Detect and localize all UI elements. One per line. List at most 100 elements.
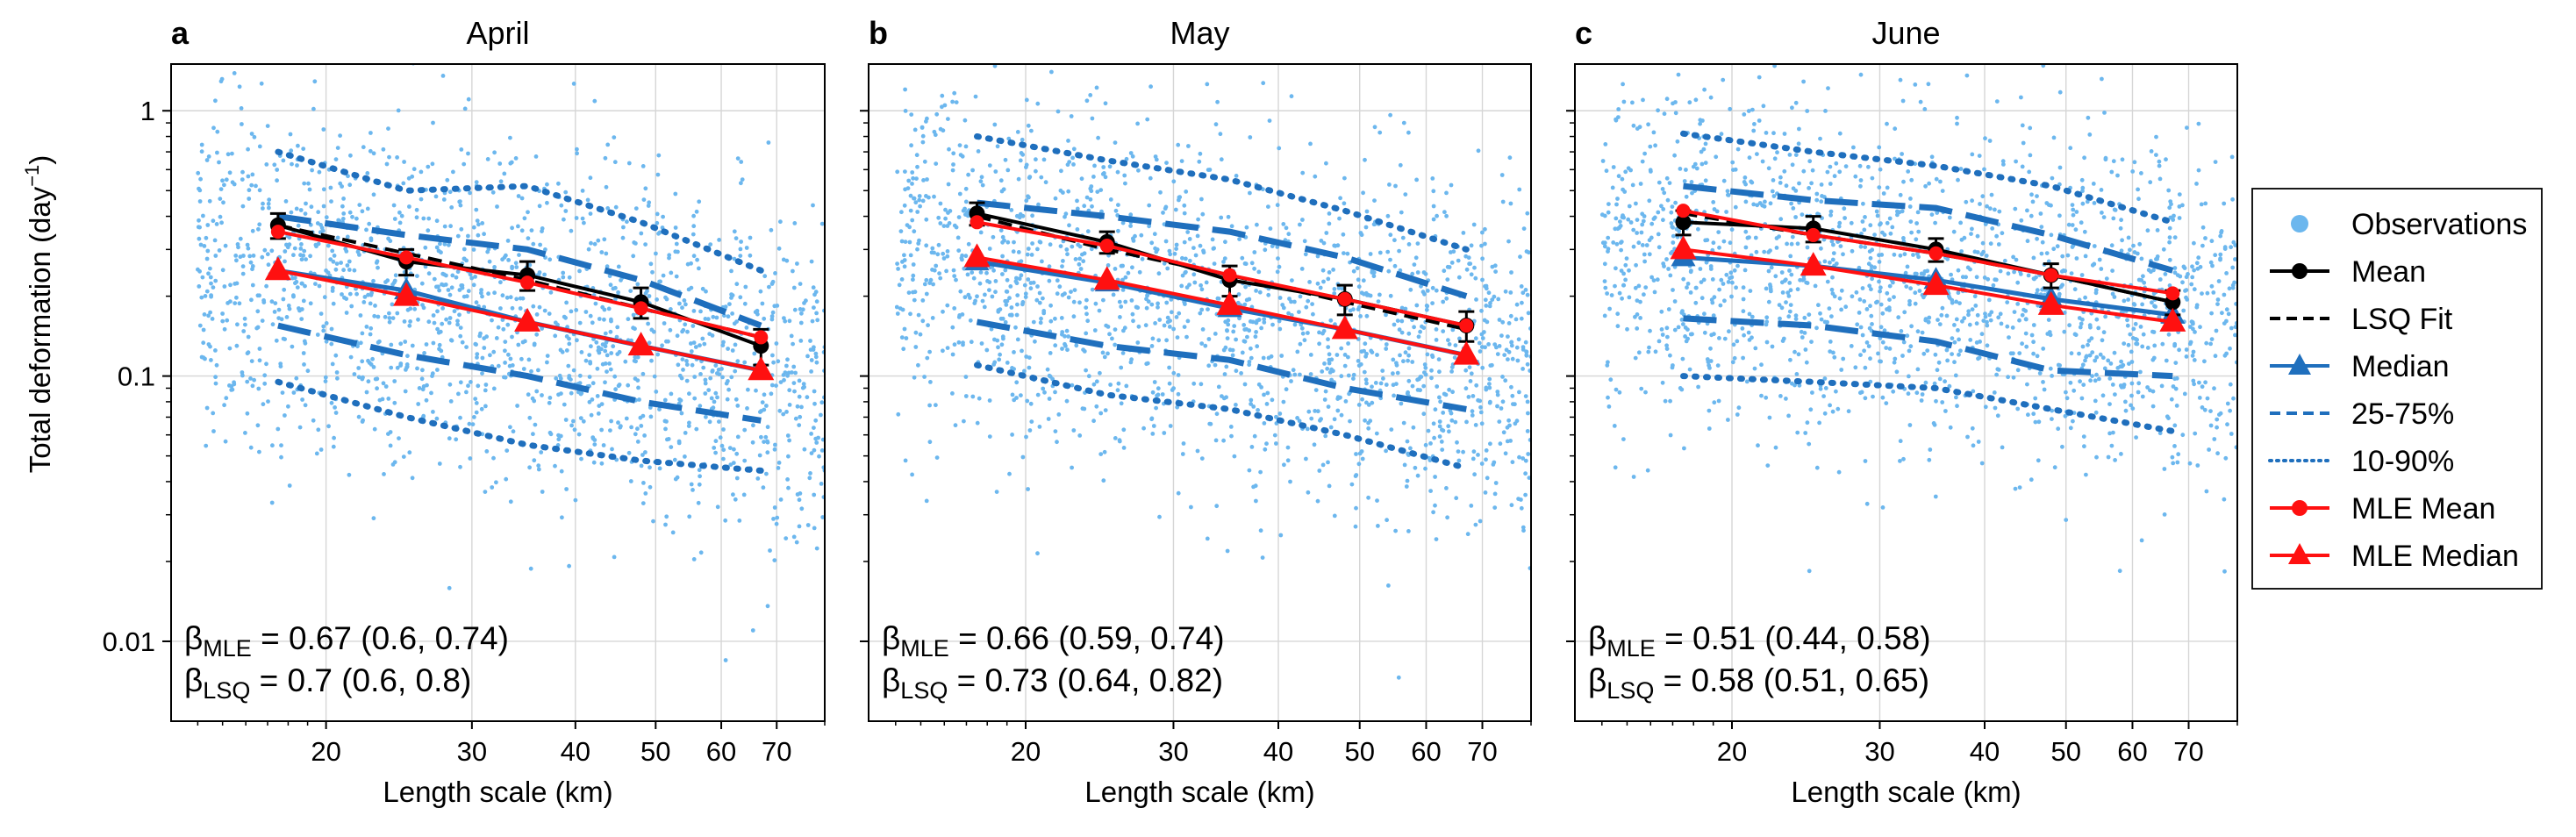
observation-point	[1148, 175, 1153, 181]
observation-point	[604, 340, 609, 345]
observation-point	[376, 314, 381, 319]
observation-point	[1030, 241, 1034, 246]
observation-point	[2082, 444, 2086, 449]
observation-point	[330, 289, 335, 293]
observation-point	[1772, 156, 1778, 161]
observation-point	[914, 176, 919, 182]
observation-point	[700, 286, 705, 291]
observation-point	[1664, 175, 1670, 181]
observation-point	[956, 215, 962, 220]
observation-point	[1696, 384, 1700, 390]
observation-point	[718, 435, 723, 440]
observation-point	[250, 383, 255, 389]
observation-point	[1374, 431, 1379, 436]
observation-point	[585, 197, 590, 203]
observation-point	[925, 355, 930, 361]
observation-point	[941, 348, 945, 354]
observation-point	[1206, 337, 1212, 341]
observation-point	[580, 216, 585, 221]
observation-point	[1466, 395, 1471, 399]
observation-point	[485, 157, 490, 161]
observation-point	[232, 182, 237, 187]
observation-point	[2224, 351, 2229, 356]
observation-point	[559, 203, 564, 208]
observation-point	[1413, 465, 1418, 470]
mle-median-marker	[1331, 315, 1358, 340]
observation-point	[352, 372, 357, 376]
observation-point	[676, 362, 681, 368]
observation-point	[1966, 309, 1971, 314]
observation-point	[1648, 328, 1652, 333]
observation-point	[339, 261, 343, 265]
observation-point	[1262, 320, 1267, 325]
observation-point	[2068, 426, 2073, 431]
observation-point	[739, 181, 743, 186]
observation-point	[609, 318, 613, 324]
observation-point	[1518, 254, 1522, 260]
observation-point	[1868, 304, 1872, 309]
observation-point	[270, 322, 275, 327]
observation-point	[1651, 278, 1657, 283]
observation-point	[395, 155, 399, 160]
observation-point	[2108, 361, 2114, 366]
observation-point	[299, 242, 304, 247]
observation-point	[358, 313, 363, 318]
observation-point	[508, 425, 512, 430]
observation-point	[899, 239, 905, 244]
observation-point	[1107, 332, 1112, 337]
observation-point	[1506, 357, 1510, 361]
observation-point	[737, 519, 742, 523]
observation-point	[1403, 350, 1408, 355]
observation-point	[2100, 338, 2105, 343]
observation-point	[1179, 159, 1184, 164]
observation-point	[612, 374, 618, 379]
observation-point	[240, 204, 246, 209]
observation-point	[1397, 248, 1401, 254]
observation-point	[242, 316, 247, 321]
observation-point	[814, 440, 819, 445]
observation-point	[697, 468, 702, 473]
observation-point	[751, 423, 755, 428]
observation-point	[819, 221, 825, 226]
observation-point	[729, 375, 734, 380]
observation-point	[1037, 300, 1042, 305]
observation-point	[383, 384, 389, 389]
observation-point	[289, 210, 294, 215]
observation-point	[1177, 197, 1181, 203]
observation-point	[1019, 393, 1023, 397]
observation-point	[647, 340, 652, 346]
observation-point	[498, 280, 503, 285]
observation-point	[1106, 351, 1110, 356]
observation-point	[1982, 167, 1986, 172]
observation-point	[1363, 225, 1369, 230]
observation-point	[1254, 498, 1258, 504]
observation-point	[1423, 365, 1428, 370]
observation-point	[1746, 109, 1751, 113]
observation-point	[439, 250, 443, 255]
observation-point	[1943, 409, 1948, 413]
observation-point	[1470, 394, 1476, 398]
observation-point	[2230, 285, 2236, 290]
observation-point	[632, 240, 637, 245]
observation-point	[297, 308, 302, 313]
observation-point	[721, 456, 726, 461]
observation-point	[1483, 490, 1488, 495]
observation-point	[314, 451, 319, 456]
x-tick-label: 60	[706, 736, 736, 767]
observation-point	[1411, 425, 1416, 430]
observation-point	[1703, 178, 1708, 183]
observation-point	[1710, 277, 1715, 282]
observation-point	[1857, 163, 1863, 168]
observation-point	[1098, 411, 1104, 416]
observation-point	[466, 97, 471, 102]
observation-point	[1111, 292, 1116, 297]
observation-point	[1143, 41, 1148, 46]
observation-point	[494, 336, 499, 340]
observation-point	[1437, 395, 1442, 400]
observation-point	[970, 168, 975, 173]
observation-point	[738, 295, 743, 300]
observation-point	[1837, 220, 1843, 225]
observation-point	[1085, 229, 1091, 234]
observation-point	[992, 122, 998, 127]
observation-point	[703, 381, 708, 386]
